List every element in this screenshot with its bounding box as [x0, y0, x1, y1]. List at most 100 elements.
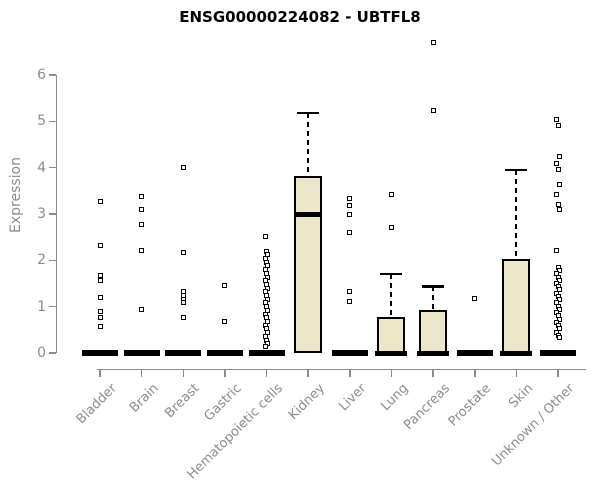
outlier-point-unknown-other: [554, 191, 560, 197]
x-tick-label-breast: Breast: [162, 381, 203, 422]
outlier-point-liver: [347, 299, 353, 305]
outlier-point-hematopoietic-cells: [265, 274, 271, 280]
outlier-point-brain: [139, 194, 145, 200]
y-tick-label-6: 6: [37, 67, 46, 84]
outlier-point-bladder: [97, 273, 103, 279]
outlier-point-unknown-other: [556, 316, 562, 322]
flat-box-breast: [165, 350, 202, 356]
outlier-point-unknown-other: [556, 277, 562, 283]
x-tick: [182, 369, 185, 377]
outlier-point-hematopoietic-cells: [265, 263, 271, 269]
outlier-point-hematopoietic-cells: [265, 296, 271, 302]
outlier-point-brain: [139, 206, 145, 212]
outlier-point-unknown-other: [556, 287, 562, 293]
outlier-point-hematopoietic-cells: [265, 330, 271, 336]
outlier-point-brain: [139, 307, 145, 313]
x-tick: [307, 369, 309, 377]
y-tick: [49, 352, 56, 354]
outlier-point-liver: [347, 211, 353, 217]
outlier-point-unknown-other: [555, 122, 561, 128]
y-tick: [49, 305, 56, 308]
outlier-point-brain: [139, 247, 145, 253]
y-tick-label-1: 1: [37, 298, 46, 315]
whisker-line-skin: [515, 169, 518, 260]
flat-box-bladder: [82, 350, 118, 356]
x-tick: [265, 369, 268, 377]
whisker-line-pancreas: [432, 286, 435, 311]
y-tick: [49, 213, 56, 215]
median-skin: [500, 350, 533, 356]
outlier-point-liver: [347, 203, 353, 209]
x-tick: [224, 369, 226, 377]
flat-box-hematopoietic-cells: [248, 350, 285, 356]
chart-title: ENSG00000224082 - UBTFL8: [179, 8, 421, 26]
flat-box-unknown-other: [540, 350, 577, 356]
x-tick: [140, 369, 143, 377]
outlier-point-bladder: [97, 315, 103, 321]
whisker-line-lung: [390, 273, 393, 317]
outlier-point-unknown-other: [555, 201, 561, 207]
x-axis-line: [97, 368, 586, 370]
x-tick-label-skin: Skin: [505, 381, 537, 412]
outlier-point-unknown-other: [556, 306, 562, 312]
outlier-point-unknown-other: [555, 167, 561, 173]
outlier-point-bladder: [97, 199, 103, 204]
x-tick-label-bladder: Bladder: [73, 381, 120, 428]
median-kidney: [294, 211, 323, 217]
whisker-line-kidney: [307, 113, 310, 176]
whisker-cap-skin: [505, 168, 528, 172]
y-tick-label-4: 4: [37, 159, 46, 176]
box-skin: [502, 259, 531, 353]
x-tick-label-kidney: Kidney: [285, 381, 328, 423]
y-tick: [49, 120, 56, 123]
outlier-point-gastric: [222, 283, 228, 289]
outlier-point-unknown-other: [556, 154, 562, 160]
flat-box-prostate: [456, 350, 493, 356]
whisker-cap-pancreas: [422, 285, 445, 288]
x-tick-label-liver: Liver: [336, 381, 370, 415]
box-kidney: [294, 176, 323, 353]
x-tick: [474, 369, 476, 377]
whisker-cap-lung: [380, 272, 403, 276]
outlier-point-hematopoietic-cells: [262, 343, 268, 349]
outlier-point-unknown-other: [554, 247, 560, 253]
outlier-point-liver: [347, 196, 353, 202]
outlier-point-unknown-other: [554, 161, 560, 167]
outlier-point-breast: [180, 300, 186, 306]
box-lung: [377, 316, 406, 353]
outlier-point-hematopoietic-cells: [262, 234, 268, 240]
outlier-point-bladder: [97, 294, 103, 300]
outlier-point-unknown-other: [556, 335, 562, 341]
outlier-point-pancreas: [430, 107, 436, 113]
x-tick: [557, 369, 559, 377]
outlier-point-breast: [180, 315, 186, 321]
x-tick: [390, 369, 393, 377]
outlier-point-unknown-other: [556, 326, 562, 332]
y-axis-line: [55, 75, 57, 353]
x-tick: [349, 369, 351, 377]
box-pancreas: [419, 310, 448, 353]
median-lung: [375, 350, 408, 356]
x-tick-label-lung: Lung: [378, 381, 412, 415]
x-tick-label-prostate: Prostate: [445, 381, 495, 430]
x-tick: [515, 369, 518, 377]
y-tick-label-5: 5: [37, 113, 46, 130]
outlier-point-hematopoietic-cells: [265, 285, 271, 291]
outlier-point-hematopoietic-cells: [265, 318, 271, 324]
y-tick-label-0: 0: [37, 345, 46, 361]
x-tick-label-brain: Brain: [126, 381, 162, 416]
outlier-point-unknown-other: [554, 116, 560, 122]
flat-box-liver: [331, 350, 368, 356]
whisker-cap-kidney: [297, 111, 320, 115]
outlier-point-liver: [347, 289, 353, 295]
outlier-point-breast: [180, 164, 186, 170]
outlier-point-unknown-other: [556, 268, 562, 274]
outlier-point-lung: [388, 191, 394, 197]
outlier-point-hematopoietic-cells: [265, 252, 271, 258]
median-pancreas: [417, 350, 450, 356]
outlier-point-breast: [180, 249, 186, 255]
flat-box-brain: [123, 350, 160, 356]
y-tick-label-2: 2: [37, 252, 46, 269]
outlier-point-bladder: [97, 308, 103, 314]
